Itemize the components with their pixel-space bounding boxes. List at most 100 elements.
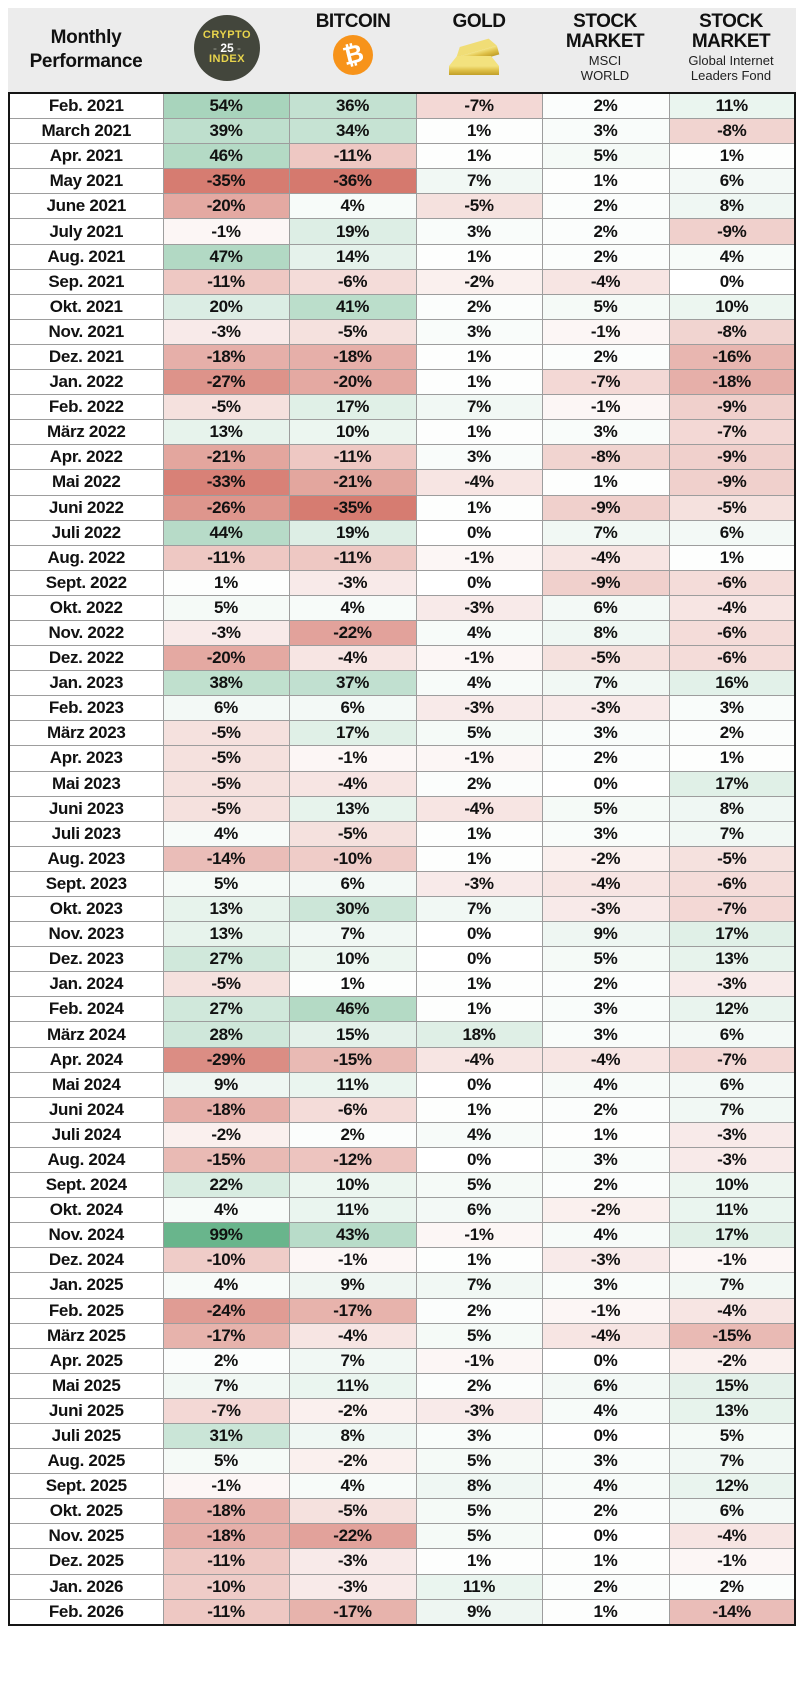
value-cell-bitcoin: 7% bbox=[288, 921, 417, 948]
value-cell-msci: -9% bbox=[541, 494, 670, 521]
value-cell-msci: 7% bbox=[541, 670, 670, 697]
table-row: Okt. 2021 20% 41% 2% 5% 10% bbox=[8, 293, 796, 320]
value-cell-bitcoin: -11% bbox=[288, 444, 417, 471]
value-cell-crypto25: -20% bbox=[162, 193, 290, 220]
value-cell-gil: 10% bbox=[668, 1172, 796, 1199]
value-cell-msci: -1% bbox=[541, 318, 670, 345]
value-cell-gil: -6% bbox=[668, 569, 796, 596]
value-cell-crypto25: 4% bbox=[162, 820, 290, 847]
value-cell-crypto25: -18% bbox=[162, 1096, 290, 1123]
value-cell-gold: 1% bbox=[415, 369, 543, 396]
value-cell-msci: 7% bbox=[541, 519, 670, 546]
value-cell-gil: -5% bbox=[668, 845, 796, 872]
table-row: March 2021 39% 34% 1% 3% -8% bbox=[8, 118, 796, 145]
table-row: May 2021 -35% -36% 7% 1% 6% bbox=[8, 168, 796, 195]
header-global-internet-leaders: STOCK MARKET Global Internet Leaders Fon… bbox=[668, 8, 794, 92]
value-cell-crypto25: -5% bbox=[162, 720, 290, 747]
value-cell-crypto25: 5% bbox=[162, 1448, 290, 1475]
table-row: Aug. 2022 -11% -11% -1% -4% 1% bbox=[8, 544, 796, 571]
value-cell-gold: 7% bbox=[415, 168, 543, 195]
value-cell-bitcoin: 17% bbox=[288, 720, 417, 747]
value-cell-msci: 1% bbox=[541, 469, 670, 496]
value-cell-gold: 5% bbox=[415, 1498, 543, 1525]
value-cell-gold: 1% bbox=[415, 820, 543, 847]
value-cell-gil: 13% bbox=[668, 946, 796, 973]
value-cell-msci: 4% bbox=[541, 1473, 670, 1500]
value-cell-gil: -1% bbox=[668, 1548, 796, 1575]
value-cell-bitcoin: 10% bbox=[288, 946, 417, 973]
table-row: März 2025 -17% -4% 5% -4% -15% bbox=[8, 1322, 796, 1349]
value-cell-gold: 0% bbox=[415, 946, 543, 973]
value-cell-msci: 0% bbox=[541, 1347, 670, 1374]
month-label: Feb. 2025 bbox=[8, 1297, 164, 1324]
table-row: Jan. 2023 38% 37% 4% 7% 16% bbox=[8, 670, 796, 697]
value-cell-crypto25: -5% bbox=[162, 745, 290, 772]
value-cell-msci: 3% bbox=[541, 118, 670, 145]
gold-bars-icon bbox=[449, 38, 500, 75]
value-cell-gil: 0% bbox=[668, 268, 796, 295]
value-cell-msci: 1% bbox=[541, 1548, 670, 1575]
value-cell-crypto25: 20% bbox=[162, 293, 290, 320]
bitcoin-title: BITCOIN bbox=[315, 11, 391, 32]
value-cell-crypto25: 6% bbox=[162, 695, 290, 722]
value-cell-gil: 6% bbox=[668, 1498, 796, 1525]
month-label: Nov. 2021 bbox=[8, 318, 164, 345]
value-cell-gold: 1% bbox=[415, 143, 543, 170]
value-cell-crypto25: 46% bbox=[162, 143, 290, 170]
value-cell-msci: -8% bbox=[541, 444, 670, 471]
value-cell-msci: -3% bbox=[541, 895, 670, 923]
table-row: July 2021 -1% 19% 3% 2% -9% bbox=[8, 218, 796, 245]
value-cell-gold: 5% bbox=[415, 1448, 543, 1475]
value-cell-crypto25: -3% bbox=[162, 318, 290, 345]
table-row: Apr. 2022 -21% -11% 3% -8% -9% bbox=[8, 444, 796, 471]
value-cell-gold: 1% bbox=[415, 996, 543, 1023]
value-cell-gold: -1% bbox=[415, 645, 543, 672]
value-cell-bitcoin: -22% bbox=[288, 1523, 417, 1550]
gil-title: STOCK MARKET bbox=[691, 11, 771, 52]
value-cell-gil: -6% bbox=[668, 645, 796, 672]
month-label: March 2021 bbox=[8, 118, 164, 145]
value-cell-bitcoin: -17% bbox=[288, 1297, 417, 1324]
value-cell-crypto25: 9% bbox=[162, 1071, 290, 1098]
value-cell-gil: -7% bbox=[668, 895, 796, 923]
value-cell-gil: 10% bbox=[668, 293, 796, 320]
value-cell-crypto25: -24% bbox=[162, 1297, 290, 1324]
month-label: Apr. 2022 bbox=[8, 444, 164, 471]
month-label: Okt. 2024 bbox=[8, 1197, 164, 1224]
value-cell-bitcoin: 11% bbox=[288, 1372, 417, 1399]
value-cell-crypto25: 2% bbox=[162, 1347, 290, 1374]
value-cell-gil: 7% bbox=[668, 1272, 796, 1299]
table-row: Juli 2025 31% 8% 3% 0% 5% bbox=[8, 1422, 796, 1450]
table-row: Jan. 2024 -5% 1% 1% 2% -3% bbox=[8, 971, 796, 998]
table-row: Sept. 2022 1% -3% 0% -9% -6% bbox=[8, 569, 796, 596]
value-cell-gold: 2% bbox=[415, 770, 543, 797]
value-cell-gil: -14% bbox=[668, 1598, 796, 1626]
value-cell-bitcoin: -1% bbox=[288, 745, 417, 772]
value-cell-gold: 2% bbox=[415, 1372, 543, 1399]
value-cell-gil: 12% bbox=[668, 1473, 796, 1500]
value-cell-bitcoin: 46% bbox=[288, 996, 417, 1023]
value-cell-crypto25: 44% bbox=[162, 519, 290, 546]
month-label: Sept. 2022 bbox=[8, 569, 164, 596]
month-label: Juli 2024 bbox=[8, 1121, 164, 1148]
value-cell-gold: 0% bbox=[415, 1071, 543, 1098]
value-cell-msci: -4% bbox=[541, 1322, 670, 1349]
value-cell-gil: 6% bbox=[668, 1071, 796, 1098]
value-cell-crypto25: 13% bbox=[162, 419, 290, 446]
msci-title: STOCK MARKET bbox=[565, 11, 645, 52]
table-row: Juni 2023 -5% 13% -4% 5% 8% bbox=[8, 795, 796, 822]
value-cell-msci: 3% bbox=[541, 720, 670, 747]
value-cell-crypto25: -5% bbox=[162, 971, 290, 998]
value-cell-crypto25: 1% bbox=[162, 569, 290, 596]
table-row: Juli 2024 -2% 2% 4% 1% -3% bbox=[8, 1121, 796, 1148]
value-cell-msci: 4% bbox=[541, 1071, 670, 1098]
table-row: Aug. 2024 -15% -12% 0% 3% -3% bbox=[8, 1146, 796, 1174]
value-cell-crypto25: -14% bbox=[162, 845, 290, 872]
value-cell-crypto25: -11% bbox=[162, 1548, 290, 1575]
performance-table-body: Feb. 2021 54% 36% -7% 2% 11% March 2021 39% 34% 1… bbox=[8, 92, 796, 1626]
value-cell-gold: 7% bbox=[415, 1272, 543, 1299]
value-cell-gil: 7% bbox=[668, 1448, 796, 1475]
month-label: Mai 2022 bbox=[8, 469, 164, 496]
month-label: Nov. 2023 bbox=[8, 921, 164, 948]
value-cell-gold: -3% bbox=[415, 1397, 543, 1424]
